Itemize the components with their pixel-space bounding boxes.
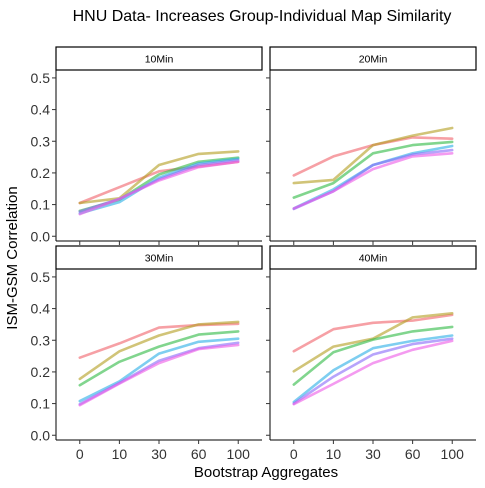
y-tick-label: 0.3 <box>31 332 51 348</box>
series-line-1 <box>78 160 240 205</box>
series-line-5 <box>292 337 454 405</box>
y-tick-label: 0.2 <box>31 364 51 380</box>
series-line-6 <box>292 152 454 210</box>
y-tick-label: 0.5 <box>31 269 51 285</box>
series-line-4 <box>78 337 240 403</box>
series-line-5 <box>292 148 454 211</box>
panel-40min: 40Min 0 10 30 60 100 <box>266 245 477 462</box>
y-tick-label: 0.1 <box>31 197 51 213</box>
panel-20min: 20Min <box>266 46 477 245</box>
chart-title: HNU Data- Increases Group-Individual Map… <box>73 8 452 25</box>
facet-strip <box>55 46 263 71</box>
y-tick-label: 0.5 <box>31 70 51 86</box>
y-tick-label: 0.2 <box>31 165 51 181</box>
x-tick-label: 60 <box>191 446 207 462</box>
facet-strip <box>55 245 263 270</box>
x-tick-label: 30 <box>365 446 381 462</box>
series-line-4 <box>78 157 240 215</box>
x-tick-label: 10 <box>326 446 342 462</box>
x-tick-label: 100 <box>441 446 465 462</box>
y-tick-label: 0.0 <box>31 228 51 244</box>
series-line-5 <box>78 341 240 406</box>
y-tick-label: 0.4 <box>31 301 51 317</box>
series-line-3 <box>292 325 454 386</box>
series-line-2 <box>78 150 240 205</box>
series-line-2 <box>292 126 454 185</box>
series-line-4 <box>292 334 454 404</box>
y-axis-title: ISM-GSM Correlation <box>4 186 21 329</box>
x-axis-title: Bootstrap Aggregates <box>194 464 338 481</box>
y-tick-label: 0.3 <box>31 133 51 149</box>
series-line-6 <box>292 339 454 406</box>
panel-10min: 10Min 0.0 0.1 0.2 0.3 0.4 0.5 <box>31 46 263 245</box>
facet-strip-label: 10Min <box>145 54 174 66</box>
chart-panels: 10Min 0.0 0.1 0.2 0.3 0.4 0.5 20Min 30Min 0.0 0.1 0… <box>31 46 477 462</box>
facet-strip-label: 40Min <box>359 253 388 265</box>
series-line-1 <box>292 313 454 353</box>
panel-30min: 30Min 0.0 0.1 0.2 0.3 0.4 0.5 0 10 30 60 100 <box>31 245 263 462</box>
series-line-2 <box>78 320 240 381</box>
facet-strip <box>269 46 477 71</box>
x-tick-label: 0 <box>76 446 84 462</box>
x-tick-label: 0 <box>290 446 298 462</box>
facet-strip <box>269 245 477 270</box>
facet-strip-label: 20Min <box>359 54 388 66</box>
y-tick-label: 0.1 <box>31 396 51 412</box>
facet-strip-label: 30Min <box>145 253 174 265</box>
x-tick-label: 60 <box>405 446 421 462</box>
x-tick-label: 100 <box>227 446 251 462</box>
series-line-6 <box>78 343 240 407</box>
y-tick-label: 0.4 <box>31 102 51 118</box>
x-tick-label: 10 <box>112 446 128 462</box>
series-line-3 <box>78 330 240 387</box>
y-tick-label: 0.0 <box>31 427 51 443</box>
series-line-3 <box>292 140 454 199</box>
x-tick-label: 30 <box>151 446 167 462</box>
series-line-6 <box>78 160 240 216</box>
